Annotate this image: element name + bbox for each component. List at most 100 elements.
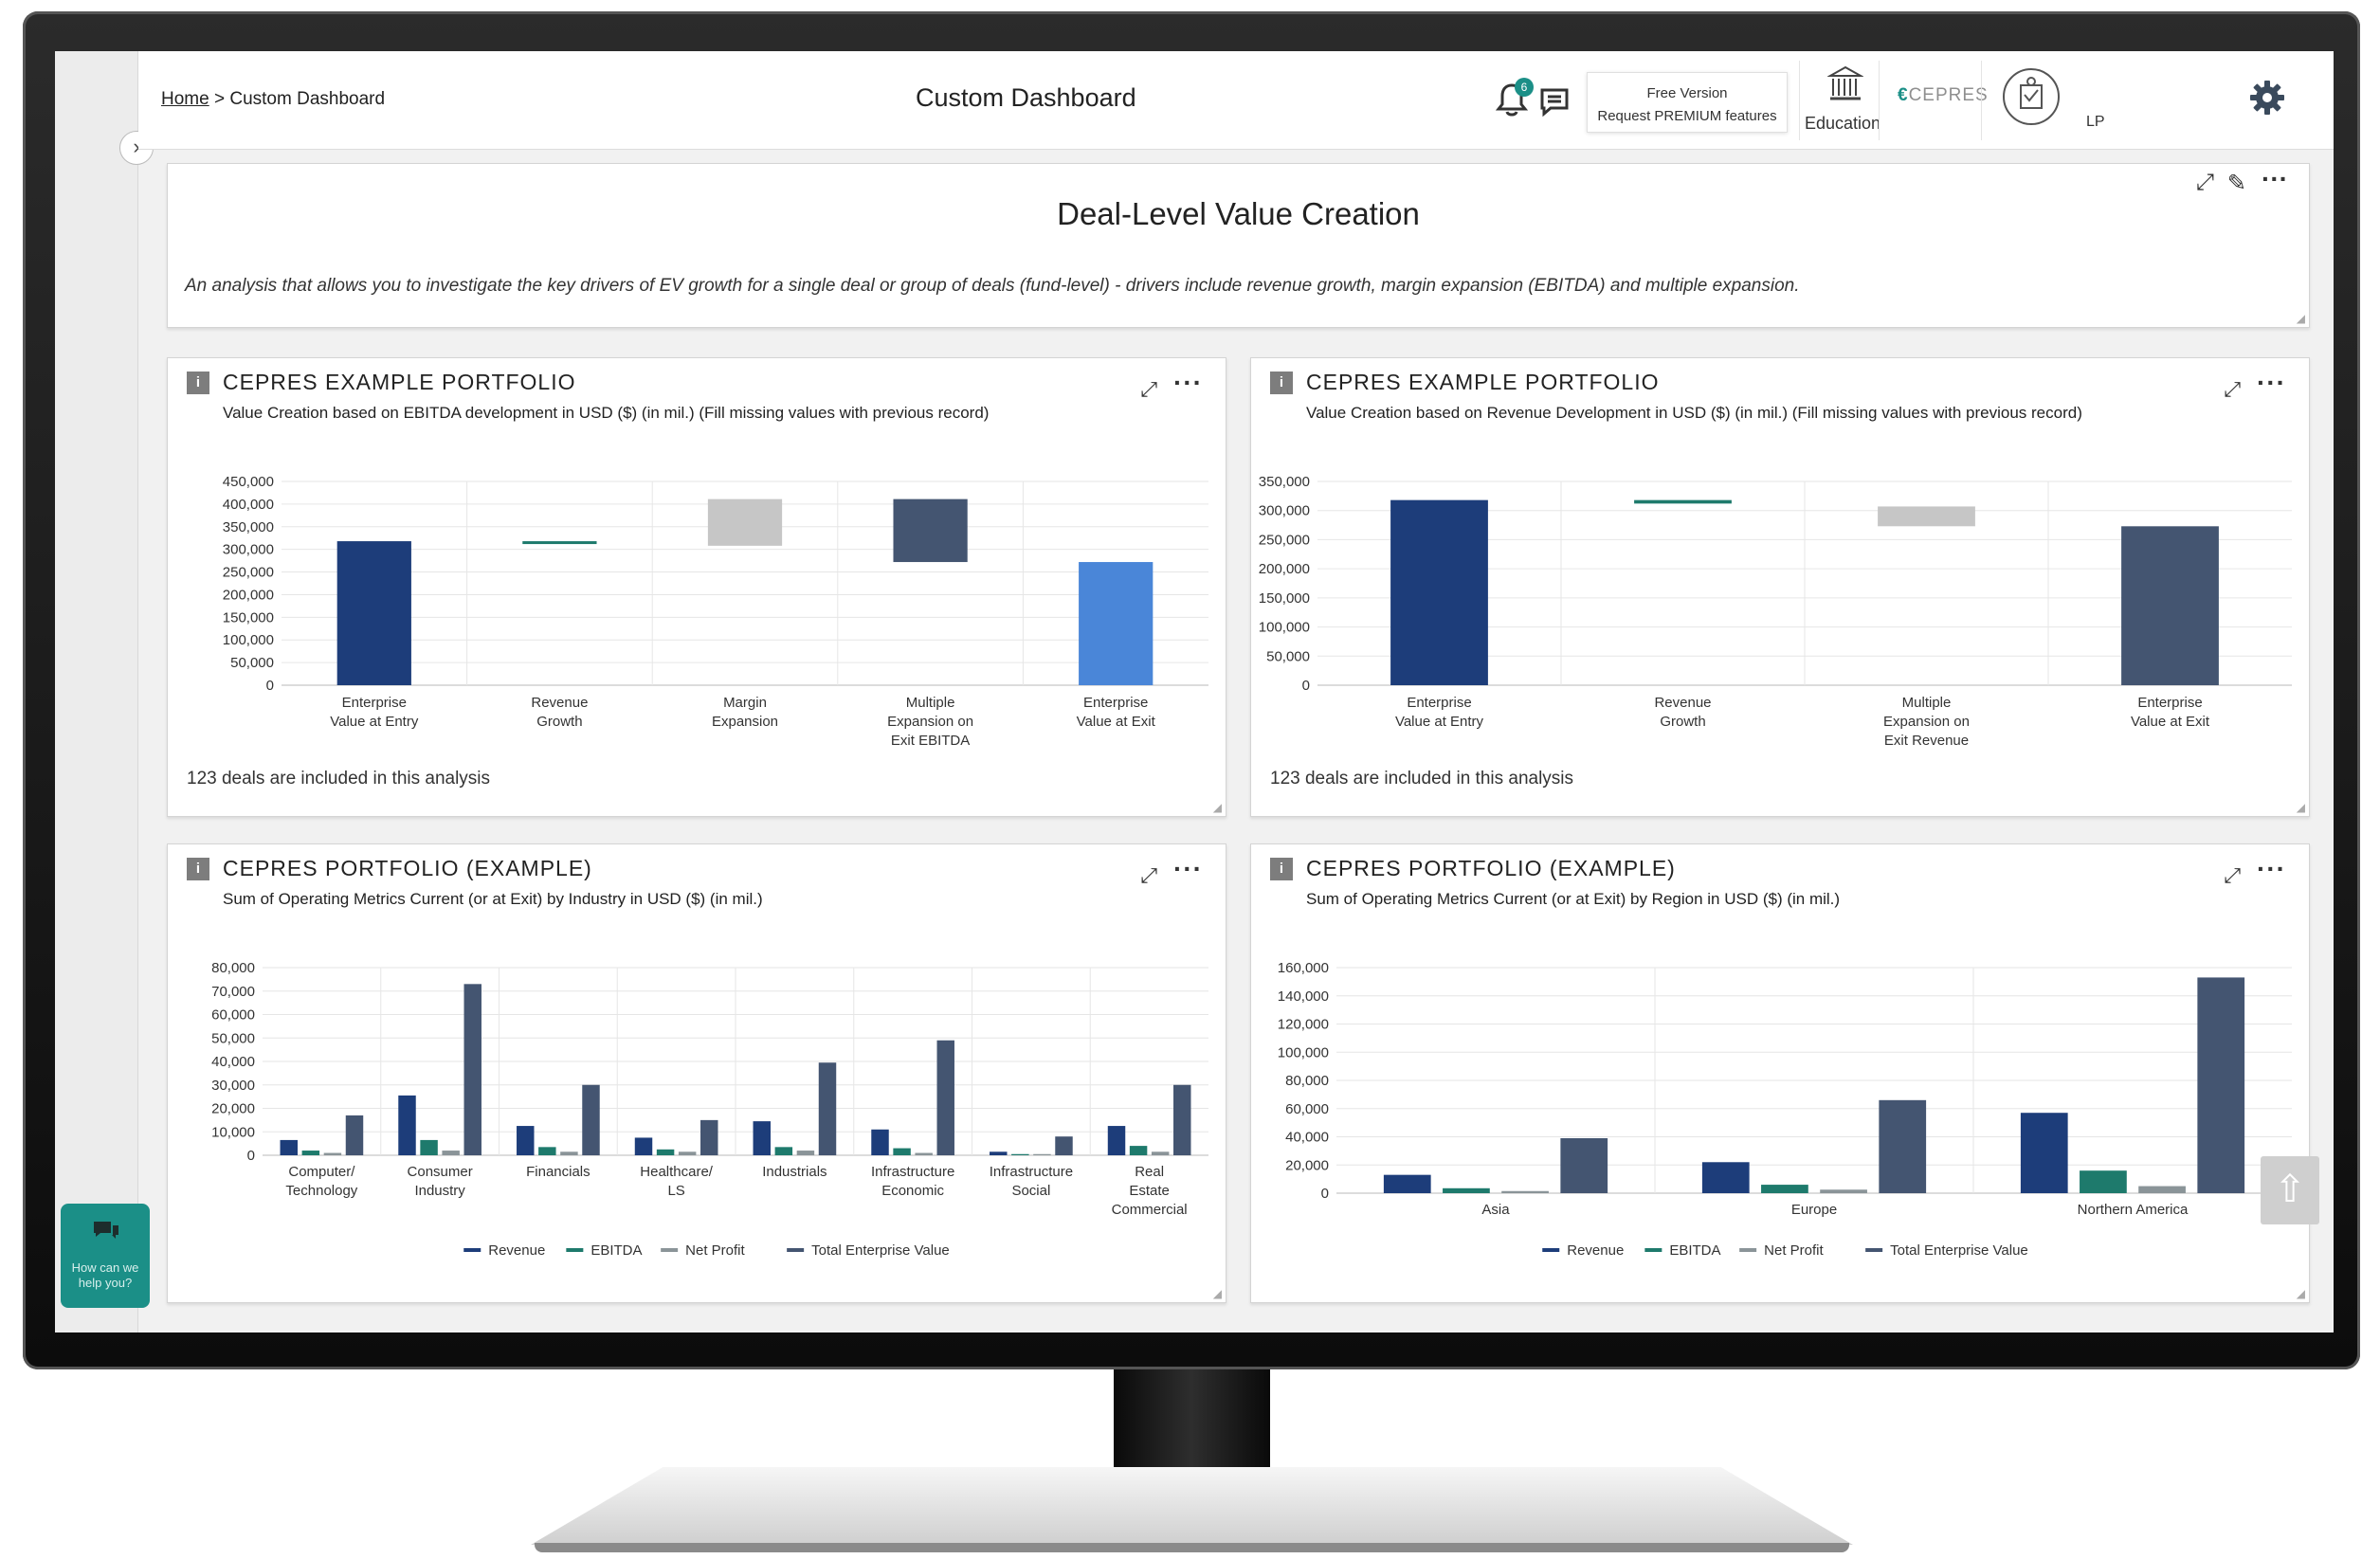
- bar-net-profit: [1501, 1190, 1549, 1193]
- x-category-label: Asia: [1481, 1202, 1510, 1218]
- chat-bubbles-icon: [94, 1222, 118, 1239]
- y-tick-label: 50,000: [1266, 648, 1310, 664]
- waterfall-bar: [336, 541, 411, 685]
- waterfall-bar: [893, 499, 968, 563]
- x-category-label: Exit Revenue: [1884, 733, 1969, 749]
- y-tick-label: 150,000: [223, 609, 274, 625]
- bar-ebitda: [1011, 1153, 1029, 1155]
- expand-icon[interactable]: ⤢: [1140, 377, 1157, 401]
- resize-handle-icon[interactable]: ◢: [1212, 801, 1222, 814]
- y-tick-label: 100,000: [223, 632, 274, 648]
- bar-revenue: [280, 1139, 298, 1155]
- gear-icon[interactable]: [2249, 80, 2285, 116]
- industry-bar-chart: 80,000 70,000 60,000 50,000 40,000 30,000 20,0…: [211, 960, 1208, 1259]
- x-category-label: Technology: [285, 1183, 357, 1199]
- institution-icon[interactable]: [1827, 64, 1863, 102]
- resize-handle-icon[interactable]: ◢: [2296, 801, 2305, 814]
- header-divider: [1981, 61, 1982, 140]
- x-category-label: Enterprise: [1083, 695, 1148, 711]
- x-category-label: Enterprise: [1407, 695, 1471, 711]
- more-options-icon[interactable]: ···: [1173, 368, 1203, 397]
- legend-label: EBITDA: [590, 1242, 642, 1259]
- x-category-label: Growth: [1660, 714, 1705, 730]
- x-category-label: Multiple: [906, 695, 955, 711]
- expand-icon[interactable]: ⤢: [2195, 170, 2214, 195]
- header-divider: [1879, 61, 1880, 140]
- x-category-label: Expansion on: [887, 714, 973, 730]
- bar-revenue: [753, 1121, 771, 1155]
- deals-included-note: 123 deals are included in this analysis: [187, 769, 491, 789]
- messages-icon[interactable]: [1539, 87, 1570, 118]
- screen: How can we help you? › Home > Custom Das…: [55, 51, 2334, 1332]
- bar-total-enterprise-value: [582, 1084, 600, 1155]
- bar-net-profit: [323, 1152, 342, 1155]
- bar-revenue: [871, 1129, 889, 1155]
- info-icon[interactable]: i: [187, 858, 209, 880]
- x-category-label: Margin: [723, 695, 767, 711]
- top-navigation-bar: Home > Custom Dashboard Custom Dashboard…: [138, 51, 2334, 150]
- x-category-label: Value at Exit: [2131, 714, 2210, 730]
- x-category-label: Social: [1011, 1183, 1050, 1199]
- education-link[interactable]: Education: [1805, 114, 1881, 133]
- bar-net-profit: [796, 1151, 815, 1155]
- resize-handle-icon[interactable]: ◢: [1212, 1287, 1222, 1300]
- resize-handle-icon[interactable]: ◢: [2296, 312, 2305, 325]
- waterfall-bar: [1079, 562, 1154, 685]
- premium-request-button[interactable]: Free Version Request PREMIUM features: [1587, 72, 1788, 133]
- scroll-to-top-arrow-icon[interactable]: ⇧: [2261, 1156, 2319, 1224]
- bar-ebitda: [656, 1149, 675, 1155]
- y-tick-label: 0: [247, 1148, 255, 1164]
- x-category-label: Expansion on: [1883, 714, 1970, 730]
- x-category-label: Value at Entry: [1395, 714, 1484, 730]
- x-category-label: Value at Exit: [1077, 714, 1156, 730]
- panel-title: CEPRES PORTFOLIO (EXAMPLE): [223, 856, 592, 880]
- expand-icon[interactable]: ⤢: [1140, 863, 1157, 887]
- y-tick-label: 140,000: [1278, 988, 1329, 1005]
- y-tick-label: 60,000: [211, 1007, 255, 1024]
- breadcrumb-home-link[interactable]: Home: [161, 89, 209, 109]
- bar-revenue: [517, 1126, 535, 1155]
- y-tick-label: 300,000: [223, 542, 274, 558]
- more-options-icon[interactable]: ···: [1173, 854, 1203, 883]
- waterfall-bar: [522, 541, 597, 545]
- y-tick-label: 400,000: [223, 497, 274, 513]
- y-tick-label: 20,000: [211, 1101, 255, 1117]
- x-category-label: Value at Entry: [330, 714, 419, 730]
- bar-ebitda: [420, 1139, 438, 1155]
- user-profile-icon[interactable]: [2002, 64, 2061, 129]
- bar-net-profit: [1151, 1151, 1170, 1155]
- left-sidebar: How can we help you?: [55, 51, 150, 1332]
- more-options-icon[interactable]: ···: [2257, 854, 2286, 883]
- y-tick-label: 350,000: [1259, 474, 1310, 490]
- more-options-icon[interactable]: ···: [2262, 164, 2288, 193]
- expand-icon[interactable]: ⤢: [2224, 863, 2241, 887]
- x-category-label: Expansion: [712, 714, 778, 730]
- y-tick-label: 120,000: [1278, 1017, 1329, 1033]
- more-options-icon[interactable]: ···: [2257, 368, 2286, 397]
- edit-icon[interactable]: ✎: [2226, 171, 2246, 196]
- chat-widget[interactable]: How can we help you?: [61, 1204, 150, 1308]
- resize-handle-icon[interactable]: ◢: [2296, 1287, 2305, 1300]
- chat-widget-label: How can we help you?: [71, 1260, 139, 1290]
- bar-revenue: [2020, 1113, 2068, 1193]
- waterfall-bar: [1390, 499, 1488, 685]
- y-tick-label: 70,000: [211, 984, 255, 1000]
- expand-icon[interactable]: ⤢: [2224, 377, 2241, 401]
- y-tick-label: 10,000: [211, 1124, 255, 1140]
- bar-revenue: [634, 1137, 653, 1155]
- bar-net-profit: [1820, 1189, 1867, 1193]
- legend-label: Net Profit: [685, 1242, 745, 1259]
- panel-subtitle: Sum of Operating Metrics Current (or at …: [223, 890, 763, 908]
- y-tick-label: 30,000: [211, 1078, 255, 1094]
- legend-label: Total Enterprise Value: [1890, 1242, 2028, 1259]
- value-creation-description: An analysis that allows you to investiga…: [185, 276, 1800, 296]
- info-icon[interactable]: i: [1270, 858, 1293, 880]
- header-divider: [1799, 61, 1800, 140]
- value-creation-header-panel: Deal-Level Value Creation An analysis th…: [167, 163, 2310, 328]
- x-category-label: Financials: [526, 1164, 590, 1180]
- y-tick-label: 40,000: [1285, 1130, 1329, 1146]
- cepres-logo: €CEPRES: [1898, 85, 1989, 105]
- info-icon[interactable]: i: [1270, 372, 1293, 394]
- info-icon[interactable]: i: [187, 372, 209, 394]
- panel-title: CEPRES EXAMPLE PORTFOLIO: [1306, 370, 1660, 394]
